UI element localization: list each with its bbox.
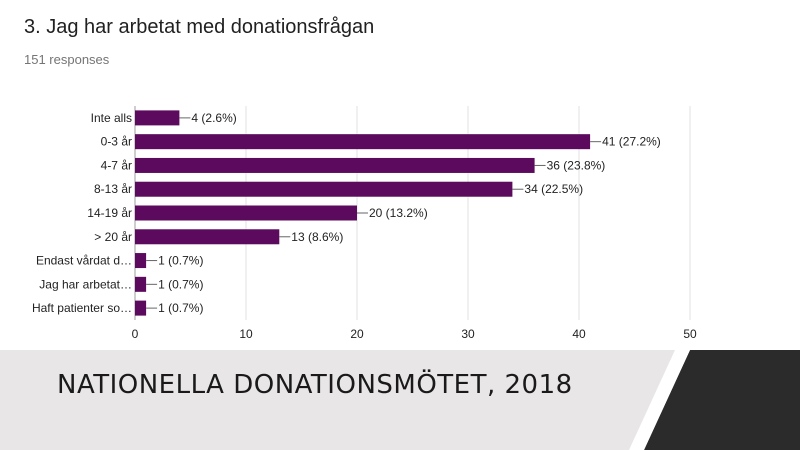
category-label: 8-13 år — [94, 182, 132, 196]
category-labels: Inte alls 0-3 år 4-7 år 8-13 år 14-19 år > 20… — [32, 111, 132, 315]
bar — [135, 229, 280, 245]
white-diagonal-stripe — [629, 350, 690, 450]
category-label: 0-3 år — [101, 135, 132, 149]
x-tick-label: 40 — [572, 327, 586, 341]
x-tick-label: 0 — [132, 327, 139, 341]
footer-title: NATIONELLA DONATIONSMÖTET, 2018 — [57, 370, 573, 400]
category-label: Jag har arbetat… — [39, 277, 132, 291]
x-tick-label: 50 — [683, 327, 697, 341]
x-tick-labels: 0 10 20 30 40 50 — [132, 327, 697, 341]
data-label: 36 (23.8%) — [547, 158, 606, 172]
x-tick-label: 20 — [350, 327, 364, 341]
bar — [135, 157, 535, 173]
bar — [135, 253, 147, 269]
data-label: 20 (13.2%) — [369, 206, 428, 220]
dark-corner-shape — [644, 350, 800, 450]
category-label: 4-7 år — [101, 158, 132, 172]
x-tick-label: 10 — [239, 327, 253, 341]
slide-content-area — [0, 0, 800, 350]
data-label: 4 (2.6%) — [191, 111, 236, 125]
bar — [135, 181, 513, 197]
data-label: 34 (22.5%) — [524, 182, 583, 196]
bar — [135, 110, 180, 126]
data-label: 13 (8.6%) — [291, 230, 343, 244]
bar — [135, 134, 591, 150]
bar — [135, 205, 357, 221]
bar-chart: Inte alls 0-3 år 4-7 år 8-13 år 14-19 år > 20… — [32, 106, 697, 341]
category-label: > 20 år — [94, 230, 132, 244]
bars — [135, 110, 591, 316]
x-tick-label: 30 — [461, 327, 475, 341]
category-label: Haft patienter so… — [32, 301, 132, 315]
footer-accent-shape — [629, 350, 800, 450]
category-label: Endast vårdat d… — [36, 254, 132, 268]
data-labels: 4 (2.6%) 41 (27.2%) 36 (23.8%) 34 (22.5%) 20… — [146, 111, 661, 315]
data-label: 41 (27.2%) — [602, 135, 661, 149]
data-label: 1 (0.7%) — [158, 301, 203, 315]
data-label: 1 (0.7%) — [158, 277, 203, 291]
data-label: 1 (0.7%) — [158, 254, 203, 268]
bar — [135, 300, 147, 316]
chart-title: 3. Jag har arbetat med donationsfrågan — [24, 16, 375, 38]
response-count: 151 responses — [24, 52, 110, 67]
category-label: Inte alls — [91, 111, 132, 125]
category-label: 14-19 år — [87, 206, 132, 220]
bar — [135, 276, 147, 292]
